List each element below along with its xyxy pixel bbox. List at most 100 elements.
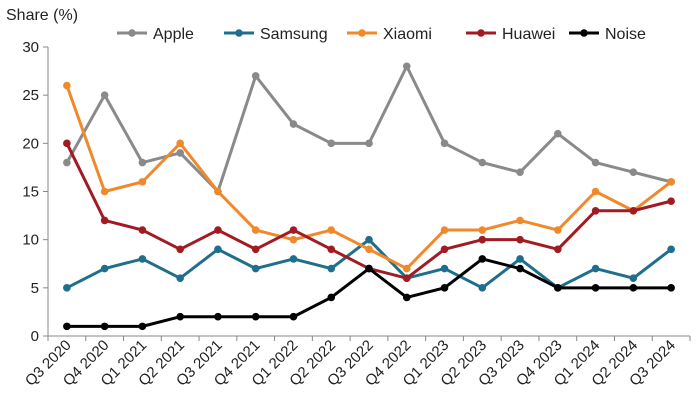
data-point-samsung <box>365 235 373 244</box>
data-point-apple <box>251 72 260 80</box>
data-point-samsung <box>251 264 260 273</box>
data-point-noise <box>667 284 675 292</box>
data-point-noise <box>176 312 184 321</box>
data-point-apple <box>289 120 298 128</box>
data-point-xiaomi <box>402 264 411 273</box>
data-point-xiaomi <box>289 235 298 244</box>
data-point-noise <box>554 284 562 292</box>
data-point-apple <box>138 158 147 167</box>
data-point-samsung <box>63 284 71 292</box>
data-point-huawei <box>100 216 109 225</box>
data-point-apple <box>591 158 600 167</box>
data-point-samsung <box>138 255 147 263</box>
data-point-samsung <box>176 274 184 283</box>
data-point-samsung <box>440 264 449 273</box>
legend: Apple Samsung Xiaomi Huawei Noise <box>117 26 646 43</box>
data-point-xiaomi <box>478 226 487 234</box>
legend-marker-noise <box>580 29 588 37</box>
y-tick-label: 15 <box>22 184 39 201</box>
data-point-noise <box>100 322 109 331</box>
legend-marker-xiaomi <box>358 29 366 37</box>
data-point-noise <box>440 284 449 292</box>
data-point-apple <box>440 139 449 148</box>
y-tick-label: 0 <box>31 328 39 345</box>
data-point-noise <box>591 284 600 292</box>
data-point-noise <box>214 312 222 321</box>
data-point-apple <box>365 139 373 148</box>
legend-marker-samsung <box>235 29 243 37</box>
data-point-samsung <box>327 264 336 273</box>
data-point-noise <box>289 312 298 321</box>
data-point-samsung <box>478 284 487 292</box>
data-point-xiaomi <box>63 81 71 90</box>
data-point-noise <box>516 264 524 273</box>
legend-label-noise: Noise <box>605 26 646 43</box>
data-point-huawei <box>440 245 449 254</box>
series-line-apple <box>65 64 672 193</box>
data-point-noise <box>478 255 487 263</box>
data-point-apple <box>176 149 184 157</box>
data-point-huawei <box>667 197 675 205</box>
y-tick-label: 5 <box>31 280 39 297</box>
data-point-huawei <box>327 245 336 254</box>
data-point-xiaomi <box>516 216 524 225</box>
series-line-huawei <box>65 142 672 280</box>
y-tick-label: 25 <box>22 87 39 104</box>
data-point-samsung <box>100 264 109 273</box>
data-point-noise <box>327 293 336 302</box>
data-point-huawei <box>629 206 638 215</box>
data-point-xiaomi <box>176 139 184 148</box>
data-point-samsung <box>289 255 298 263</box>
legend-label-samsung: Samsung <box>260 26 328 43</box>
data-point-apple <box>478 158 487 167</box>
y-axis-title: Share (%) <box>6 7 78 24</box>
data-point-xiaomi <box>327 226 336 234</box>
data-point-huawei <box>138 226 147 234</box>
data-point-huawei <box>591 206 600 215</box>
data-point-xiaomi <box>440 226 449 234</box>
data-point-apple <box>402 62 411 71</box>
data-point-xiaomi <box>365 245 373 254</box>
data-point-apple <box>63 158 71 167</box>
data-point-xiaomi <box>667 178 675 186</box>
plot-area <box>63 62 675 331</box>
data-point-apple <box>629 168 638 177</box>
data-point-xiaomi <box>591 187 600 196</box>
data-point-xiaomi <box>554 226 562 234</box>
data-point-apple <box>327 139 336 148</box>
data-point-huawei <box>214 226 222 234</box>
data-point-xiaomi <box>138 178 147 186</box>
legend-marker-huawei <box>477 29 485 37</box>
legend-marker-apple <box>128 29 136 37</box>
data-point-huawei <box>63 139 71 148</box>
data-point-noise <box>365 264 373 273</box>
data-point-huawei <box>554 245 562 254</box>
legend-label-apple: Apple <box>153 26 194 43</box>
legend-label-huawei: Huawei <box>502 26 555 43</box>
y-tick-label: 30 <box>22 39 39 56</box>
data-point-apple <box>554 129 562 138</box>
data-point-samsung <box>629 274 638 283</box>
data-point-apple <box>100 91 109 99</box>
data-point-huawei <box>478 235 487 244</box>
y-tick-label: 20 <box>22 135 39 152</box>
data-point-huawei <box>402 274 411 283</box>
data-point-huawei <box>176 245 184 254</box>
data-point-xiaomi <box>214 187 222 196</box>
data-point-huawei <box>289 226 298 234</box>
legend-label-xiaomi: Xiaomi <box>383 26 432 43</box>
data-point-noise <box>251 312 260 321</box>
data-point-samsung <box>516 255 524 263</box>
y-axis: 0 5 10 15 20 25 30 <box>22 39 49 345</box>
data-point-xiaomi <box>100 187 109 196</box>
data-point-apple <box>516 168 524 177</box>
data-point-huawei <box>516 235 524 244</box>
data-point-noise <box>138 322 147 331</box>
data-point-samsung <box>214 245 222 254</box>
data-point-samsung <box>667 245 675 254</box>
data-point-noise <box>63 322 71 331</box>
data-point-huawei <box>251 245 260 254</box>
data-point-xiaomi <box>251 226 260 234</box>
